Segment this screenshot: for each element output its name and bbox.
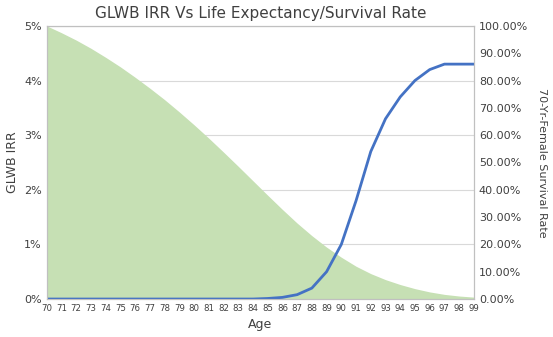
Y-axis label: GLWB IRR: GLWB IRR (6, 131, 19, 193)
Y-axis label: 70-Yr-Female Survival Rate: 70-Yr-Female Survival Rate (538, 88, 547, 237)
X-axis label: Age: Age (248, 318, 273, 332)
Title: GLWB IRR Vs Life Expectancy/Survival Rate: GLWB IRR Vs Life Expectancy/Survival Rat… (95, 5, 426, 21)
